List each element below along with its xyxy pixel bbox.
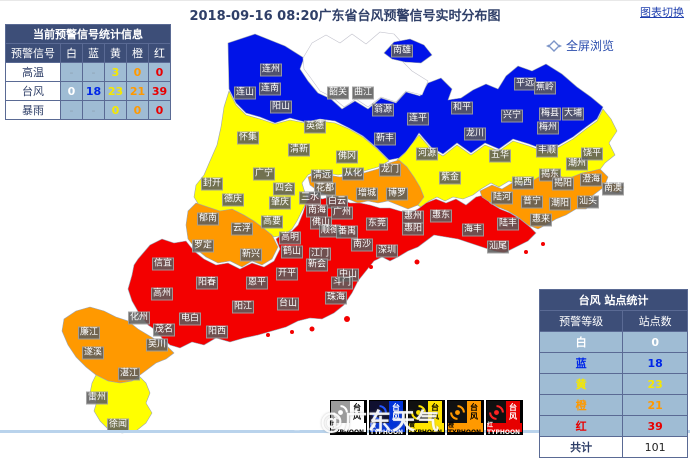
stats-table-title: 当前预警信号统计信息	[5, 24, 171, 44]
stats-value: 18	[82, 81, 105, 101]
typhoon-station-table: 台风 站点统计 预警等级 站点数 白 0 蓝 18 黄 23 橙 21 红 39 共计 101	[538, 289, 688, 458]
legend-taifeng-text: 台风	[350, 401, 364, 423]
legend-item-白: 台风白 TYPHOON	[330, 400, 367, 436]
station-total-value: 101	[622, 436, 688, 458]
station-level-label: 橙	[538, 394, 624, 416]
map-zone-nanao-island	[605, 182, 625, 194]
stats-col-4: 橙	[126, 43, 149, 63]
stats-value: -	[60, 100, 83, 120]
stats-value: -	[60, 62, 83, 82]
station-level-label: 红	[538, 415, 624, 437]
typhoon-spiral-icon	[409, 401, 428, 423]
stats-row: 高温 - -3 0 0	[5, 62, 171, 82]
stats-table-columns: 预警信号白蓝黄橙红	[5, 43, 171, 63]
typhoon-spiral-icon	[487, 401, 506, 423]
station-level-label: 白	[538, 331, 624, 353]
map-zone-yellow-peninsula	[89, 374, 153, 434]
legend-taifeng-text: 台风	[506, 401, 520, 423]
stats-value: 39	[148, 81, 171, 101]
typhoon-spiral-icon	[370, 401, 389, 423]
station-total-row: 共计 101	[538, 436, 688, 458]
stats-value: 21	[126, 81, 149, 101]
page-title: 2018-09-16 08:20广东省台风预警信号实时分布图	[189, 9, 501, 24]
station-row: 红 39	[538, 415, 688, 437]
legend-item-蓝: 台风蓝 TYPHOON	[369, 400, 406, 436]
station-col-1: 站点数	[622, 310, 688, 332]
typhoon-spiral-icon	[448, 401, 467, 423]
station-row: 黄 23	[538, 373, 688, 395]
stats-value: 0	[126, 100, 149, 120]
station-level-label: 蓝	[538, 352, 624, 374]
station-col-0: 预警等级	[538, 310, 624, 332]
legend-item-橙: 台风橙 TYPHOON	[447, 400, 484, 436]
stats-value: 3	[104, 62, 127, 82]
stats-value: 0	[148, 62, 171, 82]
stats-value: 0	[126, 62, 149, 82]
station-row: 橙 21	[538, 394, 688, 416]
stats-col-1: 白	[60, 43, 83, 63]
fullscreen-label: 全屏浏览	[566, 39, 615, 53]
legend-taifeng-text: 台风	[467, 401, 481, 423]
legend-caption: 蓝 TYPHOON	[370, 421, 405, 436]
chart-toggle-link[interactable]: 图表切换	[640, 6, 684, 19]
map-zone-orange-southwest	[61, 306, 175, 384]
station-total-label: 共计	[538, 436, 624, 458]
stats-col-3: 黄	[104, 43, 127, 63]
stats-col-2: 蓝	[82, 43, 105, 63]
stats-row: 暴雨 - -0 0 0	[5, 100, 171, 120]
legend-caption: 橙 TYPHOON	[448, 421, 483, 436]
map-coastal-islands	[266, 242, 545, 337]
legend-caption: 红 TYPHOON	[487, 421, 522, 436]
map-zone-blue-north	[227, 33, 604, 161]
legend-caption: 黄 TYPHOON	[409, 421, 444, 436]
typhoon-spiral-icon	[331, 401, 350, 423]
station-level-label: 黄	[538, 373, 624, 395]
fullscreen-icon	[546, 39, 562, 52]
legend-taifeng-text: 台风	[389, 401, 403, 423]
station-count: 18	[622, 352, 688, 374]
stats-value: -	[82, 62, 105, 82]
stats-value: 0	[60, 81, 83, 101]
stats-row-label: 台风	[5, 81, 61, 101]
stats-value: 0	[104, 100, 127, 120]
signal-legend: 台风白 TYPHOON 台风蓝 TYPHOON 台风黄 TYPHOON 台风橙 TYP…	[330, 400, 523, 436]
fullscreen-link[interactable]: 全屏浏览	[546, 37, 614, 54]
stats-value: 23	[104, 81, 127, 101]
station-count: 0	[622, 331, 688, 353]
stats-row-label: 高温	[5, 62, 61, 82]
legend-item-黄: 台风黄 TYPHOON	[408, 400, 445, 436]
stats-value: -	[82, 100, 105, 120]
stats-value: 0	[148, 100, 171, 120]
stats-row: 台风 0 18 23 21 39	[5, 81, 171, 101]
stats-row-label: 暴雨	[5, 100, 61, 120]
stats-col-5: 红	[148, 43, 171, 63]
legend-item-红: 台风红 TYPHOON	[486, 400, 523, 436]
station-count: 21	[622, 394, 688, 416]
warning-stats-table: 当前预警信号统计信息 预警信号白蓝黄橙红 高温 - -3 0 0 台风 0 18 23 21 39 暴…	[5, 24, 171, 120]
station-count: 23	[622, 373, 688, 395]
station-row: 蓝 18	[538, 352, 688, 374]
station-table-columns: 预警等级 站点数	[538, 310, 688, 332]
stats-col-0: 预警信号	[5, 43, 61, 63]
station-count: 39	[622, 415, 688, 437]
legend-taifeng-text: 台风	[428, 401, 442, 423]
legend-caption: 白 TYPHOON	[331, 421, 366, 436]
station-table-title: 台风 站点统计	[539, 289, 688, 311]
